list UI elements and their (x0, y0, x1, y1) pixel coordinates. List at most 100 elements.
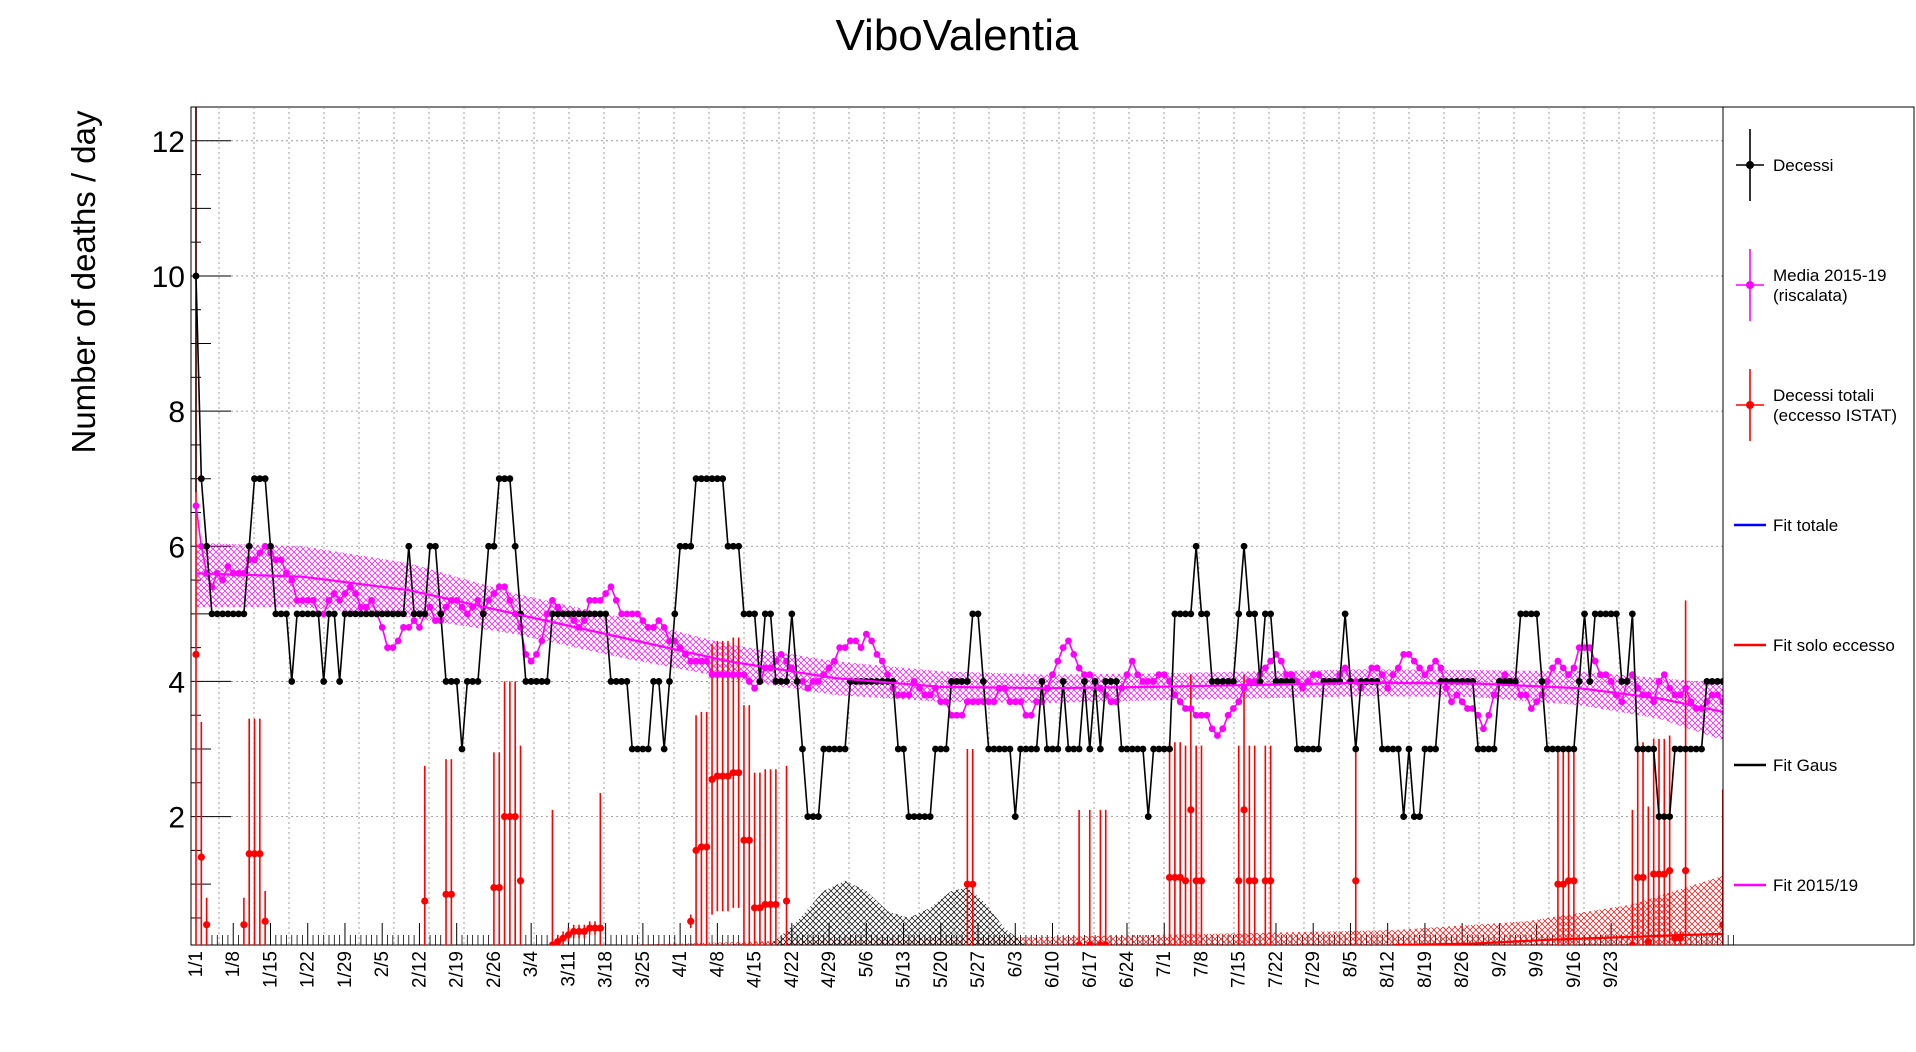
eccesso-point (1660, 870, 1668, 878)
eccesso-point (751, 904, 759, 912)
media-point (538, 637, 546, 645)
media-point (1517, 691, 1525, 699)
media-point (655, 617, 663, 625)
eccesso-point (1570, 877, 1578, 885)
decessi-point (1086, 745, 1094, 753)
media-point (1065, 637, 1072, 645)
decessi-point (1666, 813, 1674, 820)
x-tick-label: 9/2 (1489, 951, 1510, 977)
x-tick-label: 2/5 (372, 951, 393, 977)
eccesso-point (1251, 877, 1259, 885)
decessi-point (1496, 678, 1503, 685)
decessi-point (1725, 678, 1732, 685)
media-point (639, 617, 647, 625)
media-point (698, 657, 705, 665)
media-point (362, 603, 370, 611)
eccesso-point (586, 924, 594, 932)
media-point (618, 610, 625, 618)
series-decessi (192, 107, 1732, 820)
decessi-point (485, 542, 492, 550)
decessi-point (1214, 678, 1221, 685)
media-point (1245, 678, 1253, 685)
x-tick-label: 5/13 (894, 951, 915, 988)
x-tick-label: 4/15 (745, 951, 766, 988)
decessi-point (1634, 745, 1642, 753)
x-tick-label: 8/26 (1452, 951, 1473, 988)
decessi-point (522, 678, 530, 685)
decessi-point (394, 610, 402, 618)
media-point (905, 691, 913, 699)
media-point (831, 657, 838, 665)
legend-item: Fit totale (1734, 516, 1838, 535)
decessi-point (251, 475, 258, 483)
legend-item: Decessi totali(eccesso ISTAT) (1736, 369, 1897, 441)
eccesso-point (1235, 877, 1243, 885)
y-tick-label: 10 (152, 261, 185, 294)
decessi-point (1171, 610, 1179, 618)
media-point (713, 671, 721, 679)
decessi-point (1533, 610, 1541, 618)
decessi-point (1256, 678, 1264, 685)
decessi-point (958, 678, 966, 685)
decessi-point (1682, 745, 1689, 753)
media-point (990, 698, 998, 706)
decessi-point (772, 678, 780, 685)
decessi-point (1581, 610, 1588, 618)
media-point (1671, 691, 1679, 699)
decessi-point (703, 475, 711, 483)
x-tick-label: 8/5 (1340, 951, 1361, 977)
media-point (463, 610, 471, 618)
decessi-point (314, 610, 322, 618)
decessi-point (974, 610, 982, 618)
decessi-point (1230, 678, 1237, 685)
media-point (1128, 657, 1136, 665)
decessi-point (1006, 745, 1014, 753)
media-point (1182, 705, 1189, 712)
media-point (261, 542, 269, 550)
decessi-point (777, 678, 785, 685)
media-point (1155, 671, 1163, 679)
media-point (1416, 664, 1423, 672)
eccesso-point (580, 927, 588, 936)
decessi-point (708, 475, 716, 483)
media-point (432, 617, 439, 625)
decessi-point (1315, 745, 1322, 753)
decessi-point (1591, 610, 1599, 618)
decessi-point (1517, 610, 1525, 618)
decessi-point (1049, 745, 1056, 753)
eccesso-point (506, 812, 514, 821)
media-point (336, 596, 344, 604)
decessi-point (389, 610, 397, 618)
decessi-point (1235, 610, 1243, 618)
media-point (490, 590, 498, 597)
media-point (405, 623, 413, 631)
decessi-point (1618, 678, 1626, 685)
media-point (873, 651, 881, 658)
x-tick-label: 1/8 (223, 951, 244, 977)
media-point (1235, 698, 1243, 706)
eccesso-point (596, 924, 604, 932)
decessi-point (825, 745, 833, 753)
decessi-point (932, 745, 939, 753)
eccesso-point (564, 931, 573, 939)
decessi-point (1538, 678, 1546, 685)
media-point (745, 678, 753, 685)
decessi-point (1224, 678, 1232, 685)
legend: Decessi Media 2015-19(riscalata) Decessi t… (1734, 129, 1897, 895)
x-tick-label: 3/25 (633, 951, 654, 988)
series-media (192, 502, 1723, 739)
media-point (740, 671, 748, 679)
eccesso-point (495, 883, 503, 892)
media-point (1373, 664, 1381, 672)
media-point (1166, 678, 1173, 685)
media-point (416, 623, 423, 631)
eccesso-point (766, 900, 775, 909)
eccesso-point (250, 850, 259, 858)
media-point (1559, 664, 1567, 672)
legend-marker (1746, 401, 1754, 409)
decessi-point (767, 610, 774, 618)
legend-label-line2: (riscalata) (1773, 286, 1848, 305)
eccesso-point (570, 927, 578, 936)
decessi-point (1522, 610, 1530, 618)
eccesso-point (735, 769, 743, 777)
